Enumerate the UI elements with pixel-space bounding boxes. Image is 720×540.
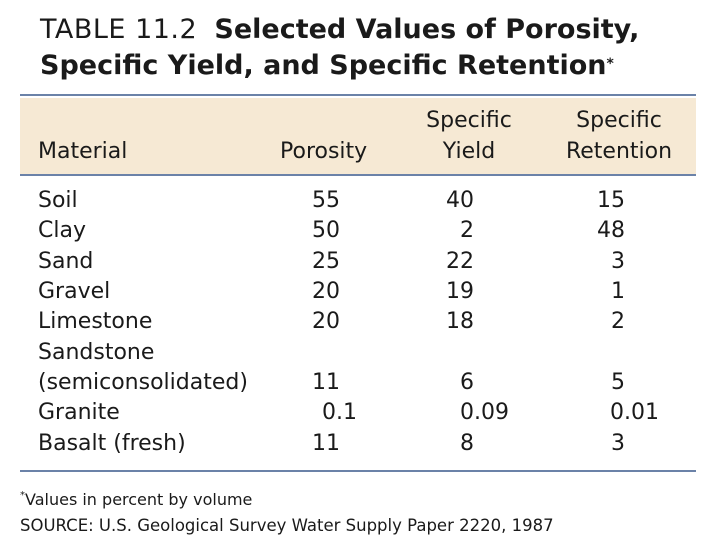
cell-retention: 3 [611, 249, 625, 274]
cell-material: Sand [38, 249, 94, 274]
cell-material: Clay [38, 218, 86, 243]
cell-retention: 3 [611, 431, 625, 456]
cell-porosity: 11 [312, 431, 340, 456]
header-porosity: Porosity [280, 139, 368, 164]
cell-material: Granite [38, 400, 120, 425]
cell-yield: 6 [460, 370, 474, 395]
cell-yield: 19 [446, 279, 474, 304]
cell-porosity: 55 [312, 188, 340, 213]
bottom-rule [20, 470, 696, 472]
header-retention-line1: Specific [576, 108, 662, 133]
top-rule [20, 94, 696, 96]
cell-yield: 8 [460, 431, 474, 456]
cell-yield: 0.09 [460, 400, 509, 425]
cell-porosity: 20 [312, 279, 340, 304]
cell-porosity: 20 [312, 309, 340, 334]
cell-retention: 1 [611, 279, 625, 304]
cell-porosity: 50 [312, 218, 340, 243]
cell-yield: 18 [446, 309, 474, 334]
cell-porosity: 25 [312, 249, 340, 274]
cell-retention: 2 [611, 309, 625, 334]
cell-material: Limestone [38, 309, 153, 334]
footnote-mark: * [20, 490, 25, 501]
cell-retention: 0.01 [610, 400, 659, 425]
header-material: Material [38, 139, 128, 164]
cell-retention: 15 [597, 188, 625, 213]
table-title: TABLE 11.2 Selected Values of Porosity, … [40, 12, 700, 84]
cell-retention: 5 [611, 370, 625, 395]
title-footnote-mark: * [606, 56, 614, 72]
header-rule [20, 174, 696, 176]
footnote-text: Values in percent by volume [25, 490, 253, 509]
header-yield-line2: Yield [442, 139, 496, 164]
title-line-1: Selected Values of Porosity, [214, 14, 640, 45]
footnote: *Values in percent by volume [20, 490, 252, 509]
header-retention-line2: Retention [565, 139, 673, 164]
cell-material: (semiconsolidated) [38, 370, 248, 395]
cell-material: Gravel [38, 279, 111, 304]
header-band [20, 98, 696, 175]
cell-retention: 48 [597, 218, 625, 243]
cell-material: Basalt (fresh) [38, 431, 186, 456]
title-line-2: Specific Yield, and Specific Retention [40, 50, 607, 81]
cell-yield: 22 [446, 249, 474, 274]
cell-porosity: 11 [312, 370, 340, 395]
table-number: TABLE 11.2 [40, 14, 198, 45]
cell-material: Soil [38, 188, 78, 213]
header-yield-line1: Specific [426, 108, 512, 133]
source-line: SOURCE: U.S. Geological Survey Water Sup… [20, 516, 554, 535]
cell-yield: 40 [446, 188, 474, 213]
cell-yield: 2 [460, 218, 474, 243]
cell-porosity: 0.1 [322, 400, 357, 425]
cell-material: Sandstone [38, 340, 155, 365]
